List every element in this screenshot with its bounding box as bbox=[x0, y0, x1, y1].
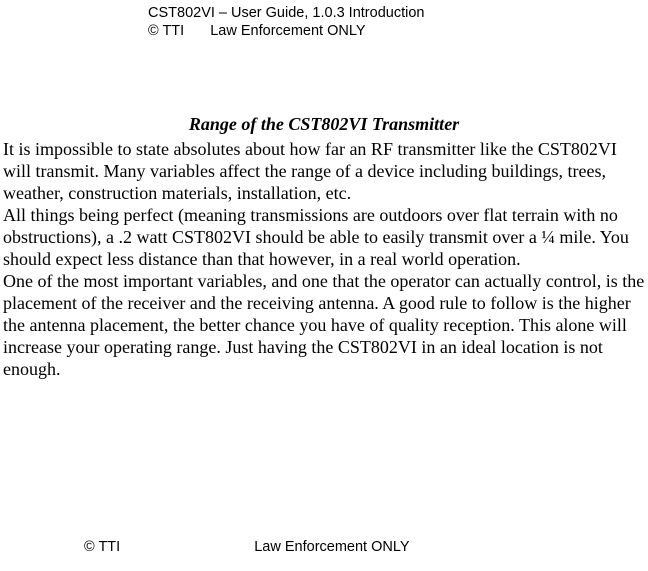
page-header: CST802VI – User Guide, 1.0.3 Introductio… bbox=[148, 4, 424, 40]
page-footer: © TTI Law Enforcement ONLY bbox=[84, 539, 410, 555]
header-line1: CST802VI – User Guide, 1.0.3 Introductio… bbox=[148, 4, 424, 22]
header-copyright: © TTI bbox=[148, 22, 184, 40]
footer-copyright: © TTI bbox=[84, 539, 120, 555]
paragraph-1: It is impossible to state absolutes abou… bbox=[3, 138, 645, 204]
header-line2: © TTI Law Enforcement ONLY bbox=[148, 22, 424, 40]
section-title: Range of the CST802VI Transmitter bbox=[0, 114, 648, 135]
body-text: It is impossible to state absolutes abou… bbox=[3, 138, 645, 380]
header-restriction: Law Enforcement ONLY bbox=[210, 22, 365, 40]
paragraph-3: One of the most important variables, and… bbox=[3, 270, 645, 380]
footer-restriction: Law Enforcement ONLY bbox=[254, 539, 409, 555]
document-page: CST802VI – User Guide, 1.0.3 Introductio… bbox=[0, 0, 648, 571]
paragraph-2: All things being perfect (meaning transm… bbox=[3, 204, 645, 270]
